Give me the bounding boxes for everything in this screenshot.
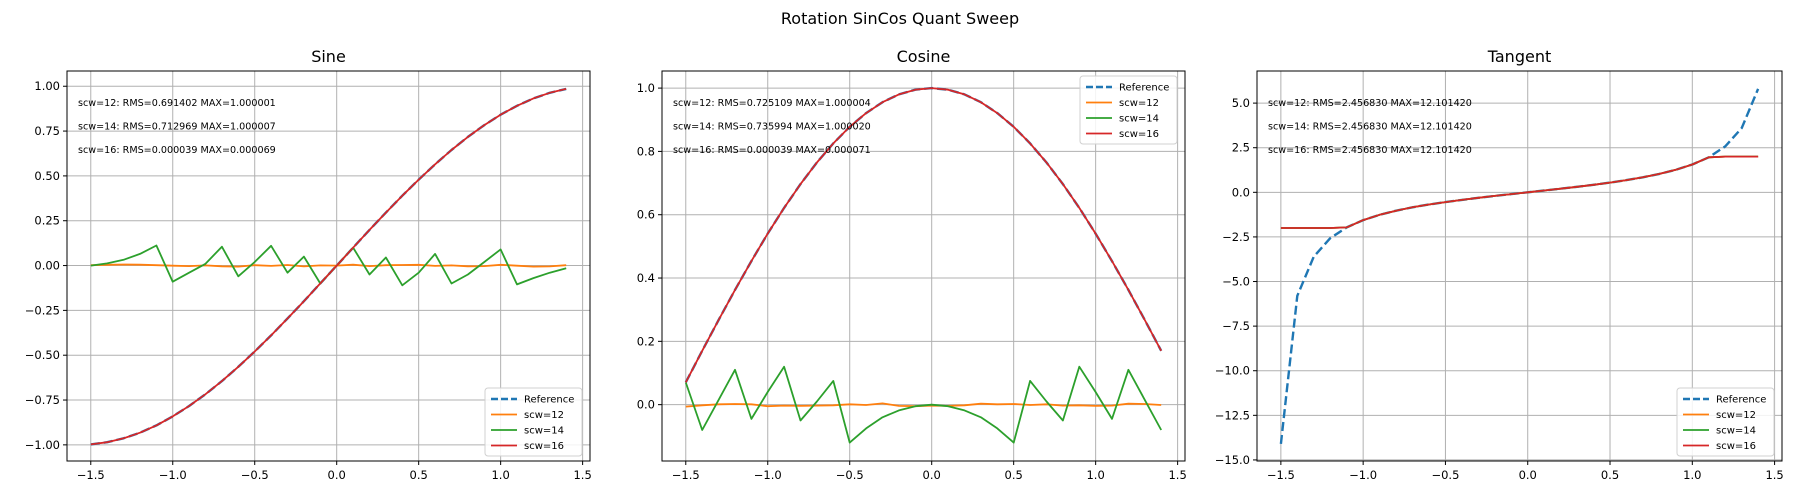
x-tick-label: −1.0 <box>754 468 782 482</box>
rms-annotation: scw=12: RMS=2.456830 MAX=12.101420 <box>1268 98 1472 109</box>
legend: Reference scw=12 scw=14 scw=16 <box>484 387 583 457</box>
legend-label: scw=14 <box>1119 114 1159 125</box>
y-tick-label: −7.5 <box>1222 319 1250 333</box>
legend-label: scw=14 <box>1716 426 1756 437</box>
legend-label: scw=16 <box>1716 441 1756 452</box>
x-tick-label: 1.5 <box>573 468 591 482</box>
x-tick-label: 0.5 <box>1601 468 1619 482</box>
y-tick-label: 0.4 <box>637 271 655 285</box>
x-tick-label: −1.5 <box>672 468 700 482</box>
y-tick-label: −15.0 <box>1215 453 1250 467</box>
x-tick-label: −0.5 <box>1431 468 1459 482</box>
legend-label: scw=16 <box>524 441 564 452</box>
y-tick-label: 0.25 <box>34 214 60 228</box>
x-tick-label: −1.0 <box>1349 468 1377 482</box>
x-tick-label: 1.0 <box>491 468 509 482</box>
y-tick-label: −12.5 <box>1215 408 1250 422</box>
axes-frame <box>66 70 591 462</box>
series-line-scw-16 <box>90 88 567 446</box>
legend-label: scw=12 <box>524 410 564 421</box>
y-tick-label: 2.5 <box>1232 141 1250 155</box>
x-tick-label: 1.5 <box>1765 468 1783 482</box>
legend-label: scw=16 <box>1119 129 1159 140</box>
x-tick-label: 0.0 <box>923 468 941 482</box>
rms-annotation: scw=12: RMS=0.725109 MAX=1.000004 <box>673 98 871 109</box>
x-tick-label: 0.5 <box>410 468 428 482</box>
y-tick-label: 0.2 <box>637 334 655 348</box>
x-tick-label: −1.0 <box>159 468 187 482</box>
y-tick-label: 0.0 <box>1232 185 1250 199</box>
series-line-scw-16 <box>685 87 1162 383</box>
x-tick-label: −1.5 <box>77 468 105 482</box>
rms-annotation: scw=16: RMS=2.456830 MAX=12.101420 <box>1268 145 1472 156</box>
rms-annotation: scw=14: RMS=0.735994 MAX=1.000020 <box>673 122 871 133</box>
y-tick-label: 0.6 <box>637 208 655 222</box>
y-tick-label: −0.25 <box>25 303 60 317</box>
x-tick-label: 1.5 <box>1168 468 1186 482</box>
x-tick-label: 1.0 <box>1086 468 1104 482</box>
y-tick-label: 0.8 <box>637 144 655 158</box>
y-tick-label: 0.50 <box>34 169 60 183</box>
subplot-title: Tangent <box>1487 47 1551 66</box>
rms-annotation: scw=14: RMS=0.712969 MAX=1.000007 <box>78 122 276 133</box>
y-tick-label: −5.0 <box>1222 275 1250 289</box>
x-tick-label: 0.0 <box>1519 468 1537 482</box>
y-tick-label: 0.75 <box>34 124 60 138</box>
x-tick-label: −0.5 <box>241 468 269 482</box>
subplot-cosine: −1.5 −1.0 −0.5 0.0 0.5 1.0 1.5 0.0 0.2 0.4 0.6 0.8 1… <box>637 47 1187 482</box>
legend-label: Reference <box>1716 395 1766 406</box>
y-tick-label: 0.0 <box>637 398 655 412</box>
subplot-sine: −1.5 −1.0 −0.5 0.0 0.5 1.0 1.5 −1.00 −0.75 −0.50 −… <box>25 47 592 482</box>
y-tick-label: −10.0 <box>1215 364 1250 378</box>
legend-label: scw=14 <box>524 426 564 437</box>
subplot-title: Sine <box>311 47 346 66</box>
axes-frame <box>1256 70 1783 462</box>
series-line-scw-16 <box>1280 155 1759 229</box>
x-tick-label: 1.0 <box>1683 468 1701 482</box>
y-tick-label: 1.0 <box>637 81 655 95</box>
legend-label: Reference <box>1119 83 1169 94</box>
rms-annotation: scw=16: RMS=0.000039 MAX=0.000071 <box>673 145 871 156</box>
legend: Reference scw=12 scw=14 scw=16 <box>1676 387 1775 457</box>
series-line-scw-14 <box>684 365 1162 444</box>
rms-annotation: scw=16: RMS=0.000039 MAX=0.000069 <box>78 145 276 156</box>
subplot-title: Cosine <box>897 47 951 66</box>
legend-label: scw=12 <box>1119 98 1159 109</box>
legend: Reference scw=12 scw=14 scw=16 <box>1079 75 1178 145</box>
rms-annotation: scw=14: RMS=2.456830 MAX=12.101420 <box>1268 122 1472 133</box>
y-tick-label: −0.50 <box>25 348 60 362</box>
x-tick-label: −1.5 <box>1267 468 1295 482</box>
y-tick-label: 5.0 <box>1232 96 1250 110</box>
legend-label: Reference <box>524 395 574 406</box>
legend-box <box>1676 387 1775 457</box>
figure-suptitle: Rotation SinCos Quant Sweep <box>781 9 1019 28</box>
legend-box <box>1079 75 1178 145</box>
y-tick-label: −0.75 <box>25 393 60 407</box>
y-tick-label: −2.5 <box>1222 230 1250 244</box>
x-tick-label: 0.5 <box>1005 468 1023 482</box>
axes-frame <box>661 70 1186 462</box>
subplot-tangent: −1.5 −1.0 −0.5 0.0 0.5 1.0 1.5 −15.0 −12.5 −10.0 −… <box>1215 47 1784 482</box>
x-tick-label: 0.0 <box>328 468 346 482</box>
y-tick-label: 1.00 <box>34 79 60 93</box>
x-tick-label: −0.5 <box>836 468 864 482</box>
rms-annotation: scw=12: RMS=0.691402 MAX=1.000001 <box>78 98 276 109</box>
y-tick-label: 0.00 <box>34 259 60 273</box>
y-tick-label: −1.00 <box>25 438 60 452</box>
series-line-scw-12 <box>90 263 567 268</box>
legend-box <box>484 387 583 457</box>
legend-label: scw=12 <box>1716 410 1756 421</box>
